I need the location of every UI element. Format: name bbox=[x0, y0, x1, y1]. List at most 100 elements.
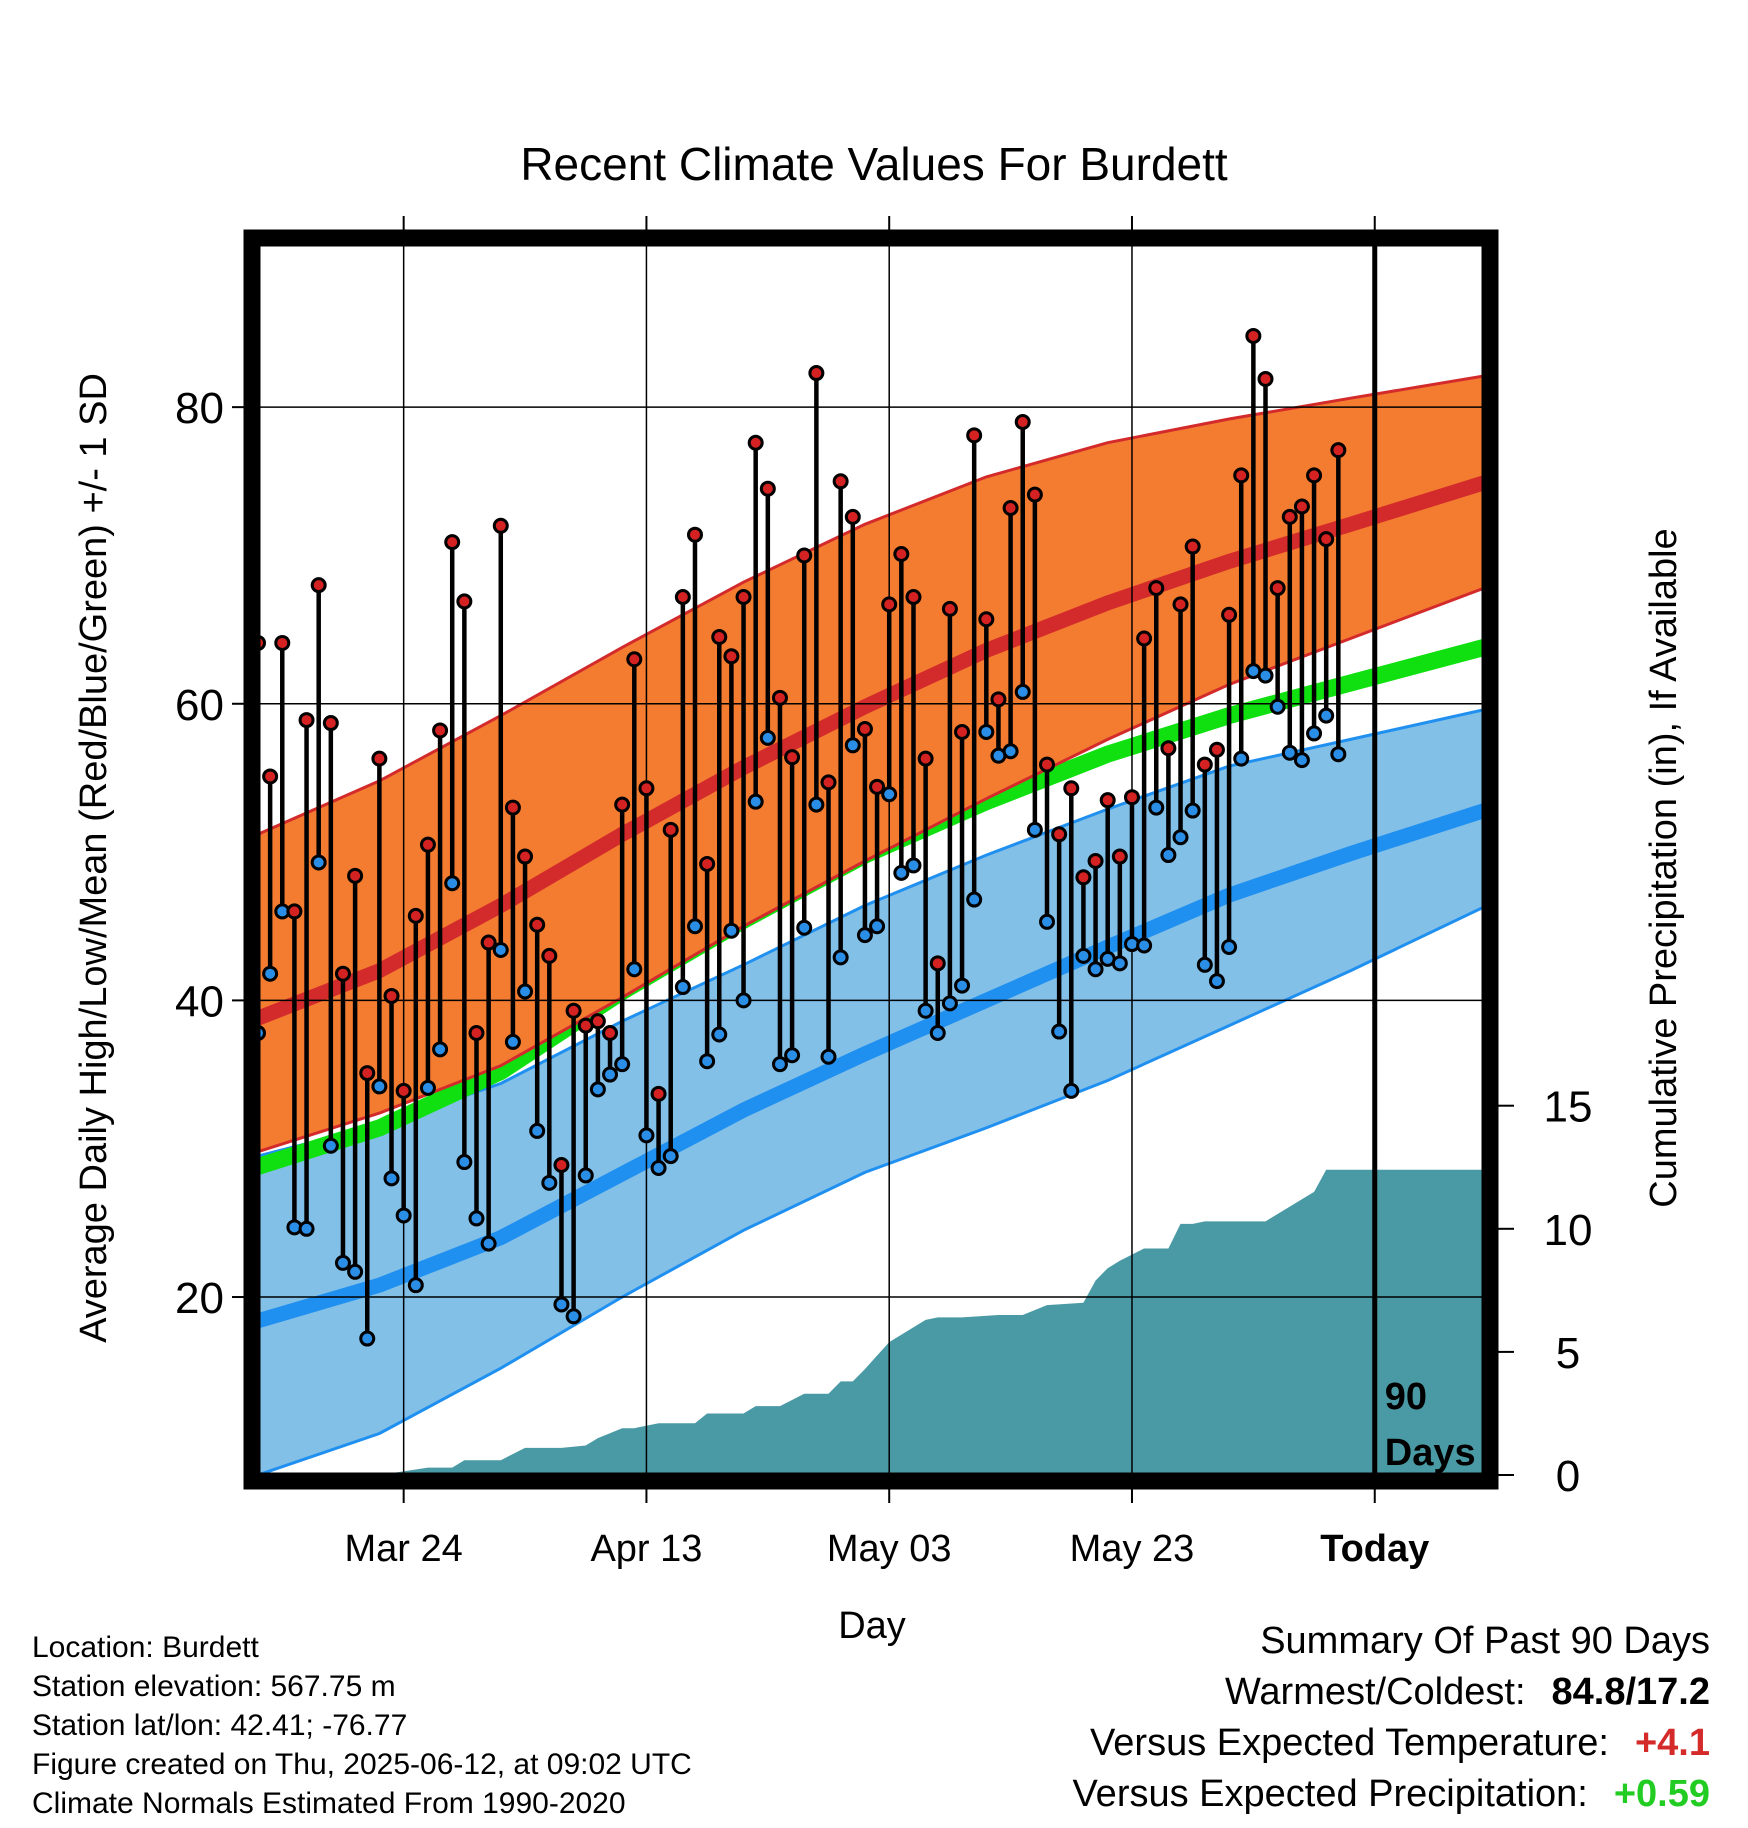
today-marker-days: Days bbox=[1385, 1432, 1476, 1474]
daily-high-point bbox=[808, 365, 825, 382]
daily-low-point bbox=[954, 977, 971, 994]
temp-departure-row: Versus Expected Temperature: +4.1 bbox=[1072, 1718, 1710, 1769]
daily-low-point bbox=[565, 1308, 582, 1325]
daily-low-point bbox=[298, 1220, 315, 1237]
daily-high-point bbox=[844, 508, 861, 525]
daily-high-point bbox=[954, 723, 971, 740]
station-info: Location: Burdett Station elevation: 567… bbox=[32, 1628, 692, 1823]
daily-low-point bbox=[893, 864, 910, 881]
daily-high-point bbox=[905, 588, 922, 605]
daily-high-point bbox=[638, 780, 655, 797]
daily-low-point bbox=[334, 1254, 351, 1271]
daily-low-point bbox=[1160, 847, 1177, 864]
daily-high-point bbox=[1160, 740, 1177, 757]
x-tick-label: Mar 24 bbox=[345, 1528, 463, 1570]
daily-low-point bbox=[1306, 725, 1323, 742]
daily-high-point bbox=[1123, 789, 1140, 806]
plot-area: 90 Days 20 40 60 80 Mar 24 Apr 13 May 03 May 23 To… bbox=[175, 0, 1593, 1570]
daily-high-point bbox=[1281, 508, 1298, 525]
daily-high-point bbox=[662, 821, 679, 838]
station-location: Location: Burdett bbox=[32, 1631, 259, 1664]
daily-low-point bbox=[1014, 683, 1031, 700]
daily-high-point bbox=[444, 534, 461, 551]
daily-high-point bbox=[735, 588, 752, 605]
daily-high-point bbox=[298, 712, 315, 729]
daily-high-point bbox=[1233, 467, 1250, 484]
daily-high-point bbox=[541, 947, 558, 964]
daily-low-point bbox=[650, 1159, 667, 1176]
daily-low-point bbox=[1208, 973, 1225, 990]
daily-low-point bbox=[881, 786, 898, 803]
daily-low-point bbox=[941, 995, 958, 1012]
daily-high-point bbox=[990, 691, 1007, 708]
daily-low-point bbox=[1257, 667, 1274, 684]
precip-departure-value: +0.59 bbox=[1613, 1773, 1710, 1815]
daily-high-point bbox=[1208, 741, 1225, 758]
daily-low-point bbox=[917, 1002, 934, 1019]
daily-low-point bbox=[419, 1079, 436, 1096]
y2-axis-label: Cumulative Precipitation (in), If Availa… bbox=[1643, 528, 1685, 1207]
daily-low-point bbox=[614, 1056, 631, 1073]
daily-high-point bbox=[1245, 327, 1262, 344]
daily-high-point bbox=[456, 593, 473, 610]
daily-low-point bbox=[1051, 1023, 1068, 1040]
daily-high-point bbox=[419, 836, 436, 853]
daily-low-point bbox=[699, 1053, 716, 1070]
x-tick-label: Apr 13 bbox=[590, 1528, 702, 1570]
daily-low-point bbox=[1356, 0, 1369, 7]
daily-low-point bbox=[905, 857, 922, 874]
daily-low-point bbox=[310, 854, 327, 871]
daily-low-point bbox=[359, 1330, 376, 1347]
daily-low-point bbox=[759, 729, 776, 746]
daily-low-point bbox=[1111, 955, 1128, 972]
x-tick-label: May 23 bbox=[1070, 1528, 1195, 1570]
daily-low-point bbox=[371, 1078, 388, 1095]
daily-low-point bbox=[662, 1148, 679, 1165]
cumulative-precip-area bbox=[258, 1169, 1484, 1475]
daily-low-point bbox=[978, 723, 995, 740]
daily-high-point bbox=[1330, 442, 1347, 459]
daily-high-point bbox=[395, 1082, 412, 1099]
daily-high-point bbox=[334, 965, 351, 982]
daily-high-point bbox=[432, 722, 449, 739]
daily-low-point bbox=[747, 793, 764, 810]
daily-low-point bbox=[771, 1056, 788, 1073]
daily-low-point bbox=[577, 1167, 594, 1184]
daily-high-point bbox=[286, 903, 303, 920]
daily-high-point bbox=[1293, 498, 1310, 515]
daily-low-point bbox=[784, 1047, 801, 1064]
warmest-coldest-value: 84.8/17.2 bbox=[1551, 1671, 1710, 1713]
daily-high-point bbox=[820, 774, 837, 791]
daily-high-point bbox=[480, 934, 497, 951]
low-sd-band bbox=[258, 709, 1484, 1475]
daily-high-point bbox=[1039, 756, 1056, 773]
daily-high-point bbox=[723, 648, 740, 665]
daily-low-point bbox=[1172, 829, 1189, 846]
plot-frame bbox=[243, 229, 1499, 1490]
daily-high-point bbox=[1087, 852, 1104, 869]
y2-tick-label: 15 bbox=[1544, 1083, 1593, 1132]
y-axis-label: Average Daily High/Low/Mean (Red/Blue/Gr… bbox=[73, 373, 115, 1343]
daily-high-point bbox=[771, 689, 788, 706]
daily-low-point bbox=[674, 979, 691, 996]
daily-low-point bbox=[1330, 746, 1347, 763]
daily-low-point bbox=[832, 949, 849, 966]
daily-high-point bbox=[832, 473, 849, 490]
daily-low-point bbox=[1039, 913, 1056, 930]
high-upper-edge bbox=[258, 374, 1484, 836]
daily-high-point bbox=[1306, 467, 1323, 484]
daily-high-point bbox=[407, 907, 424, 924]
daily-low-point bbox=[541, 1174, 558, 1191]
daily-high-point bbox=[614, 796, 631, 813]
daily-low-point bbox=[1136, 937, 1153, 954]
daily-high-point bbox=[1148, 580, 1165, 597]
daily-low-point bbox=[929, 1025, 946, 1042]
daily-low-point bbox=[468, 1210, 485, 1227]
daily-high-point bbox=[1172, 596, 1189, 613]
daily-high-point bbox=[1026, 486, 1043, 503]
daily-high-point bbox=[650, 1085, 667, 1102]
daily-high-point bbox=[747, 434, 764, 451]
daily-high-point bbox=[881, 596, 898, 613]
normal-low-line bbox=[258, 803, 1484, 1328]
